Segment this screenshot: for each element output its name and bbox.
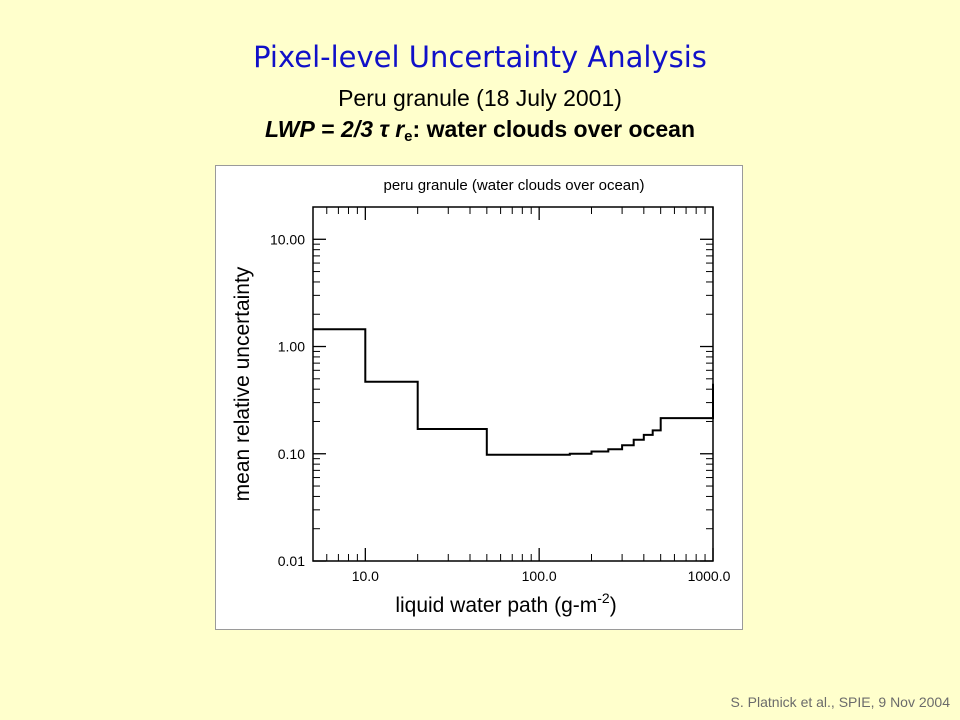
x-axis-label-sup: -2 bbox=[597, 590, 610, 606]
y-tick-label: 10.00 bbox=[270, 231, 305, 247]
formula-tau: τ bbox=[379, 116, 389, 142]
x-tick-label: 10.0 bbox=[352, 568, 379, 584]
x-axis-label: liquid water path (g-m-2) bbox=[395, 590, 616, 617]
x-axis-label-main: liquid water path (g-m bbox=[395, 594, 597, 617]
y-tick-label: 1.00 bbox=[278, 339, 305, 355]
formula-rest: : water clouds over ocean bbox=[412, 116, 695, 142]
formula-r-subscript: e bbox=[404, 128, 413, 145]
formula-lhs: LWP bbox=[264, 116, 315, 142]
slide-formula: LWP = 2/3 τ re: water clouds over ocean bbox=[0, 116, 960, 145]
x-axis-label-end: ) bbox=[610, 594, 617, 617]
x-tick-label: 1000.0 bbox=[688, 568, 731, 584]
chart-panel: peru granule (water clouds over ocean) 1… bbox=[215, 165, 743, 630]
slide-subtitle: Peru granule (18 July 2001) bbox=[338, 85, 622, 111]
y-axis-label: mean relative uncertainty bbox=[231, 266, 254, 501]
citation: S. Platnick et al., SPIE, 9 Nov 2004 bbox=[730, 694, 950, 710]
y-tick-label: 0.10 bbox=[278, 446, 305, 462]
x-tick-label: 100.0 bbox=[522, 568, 557, 584]
slide-title: Pixel-level Uncertainty Analysis bbox=[253, 40, 707, 74]
formula-fraction: 2/3 bbox=[341, 116, 374, 142]
formula-r: r bbox=[395, 116, 405, 142]
series-line bbox=[313, 328, 714, 456]
chart-title: peru granule (water clouds over ocean) bbox=[384, 177, 645, 194]
chart: peru granule (water clouds over ocean) 1… bbox=[231, 177, 731, 617]
axis-ticks bbox=[312, 206, 714, 562]
formula-equals: = bbox=[314, 116, 342, 142]
y-tick-label: 0.01 bbox=[278, 553, 305, 569]
axis-tick-labels: 10.0 100.0 1000.0 0.01 0.10 1.00 10.00 bbox=[270, 231, 731, 584]
plot-frame bbox=[312, 206, 714, 562]
